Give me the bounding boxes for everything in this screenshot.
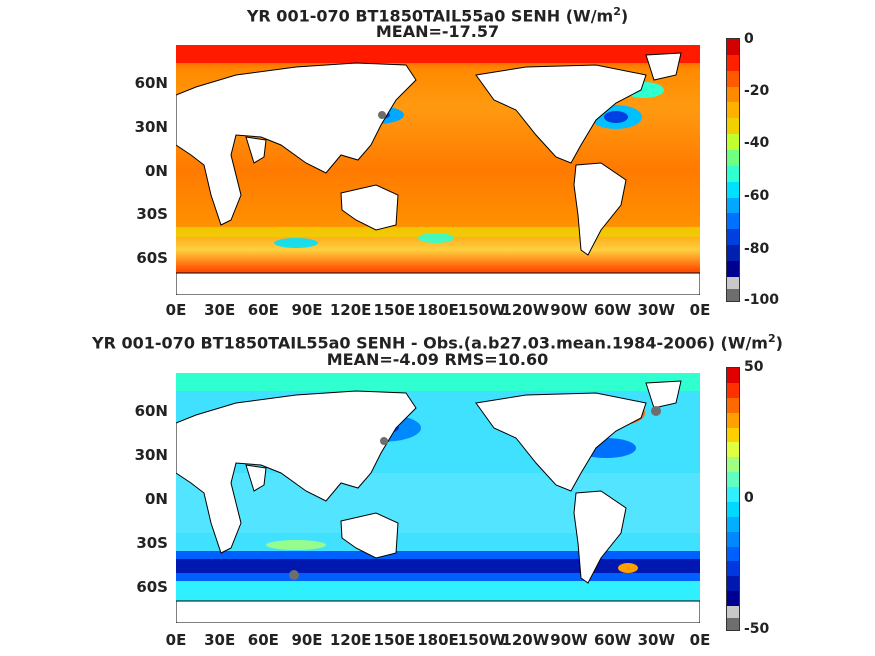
colorbar-missing-swatch bbox=[727, 288, 739, 301]
colorbar-swatch bbox=[727, 427, 739, 443]
panel2-subtitle: MEAN=-4.09 RMS=10.60 bbox=[326, 350, 549, 369]
panel1-subtitle: MEAN=-17.57 bbox=[375, 22, 500, 41]
colorbar-swatch bbox=[727, 561, 739, 577]
panel2-colorbar-tick: 50 bbox=[744, 359, 764, 375]
panel1-arctic bbox=[176, 45, 700, 63]
panel1-colorbar-tick: -100 bbox=[744, 292, 780, 308]
colorbar-swatch bbox=[727, 397, 739, 413]
panel1-land bbox=[176, 52, 700, 295]
colorbar-swatch bbox=[727, 487, 739, 502]
panel2-land bbox=[176, 380, 700, 623]
panel1-missing-spot bbox=[378, 111, 386, 119]
colorbar-swatch bbox=[727, 576, 739, 592]
colorbar-swatch bbox=[727, 134, 739, 151]
lon-label: 180E bbox=[417, 631, 459, 649]
lon-label: 60W bbox=[593, 301, 632, 319]
colorbar-swatch bbox=[727, 245, 739, 262]
panel1-map bbox=[176, 45, 700, 295]
colorbar-swatch bbox=[727, 54, 739, 71]
lon-label: 0E bbox=[689, 301, 711, 319]
colorbar-swatch bbox=[727, 150, 739, 166]
panel1-colorbar-tick: -40 bbox=[744, 135, 770, 151]
colorbar-missing-swatch bbox=[727, 276, 739, 289]
colorbar-swatch bbox=[727, 546, 739, 562]
colorbar-swatch bbox=[727, 412, 739, 428]
lon-label: 90W bbox=[550, 301, 588, 319]
panel2-colorbar-tick: -50 bbox=[744, 621, 770, 637]
panel2-missing-spot bbox=[380, 437, 388, 445]
lon-label: 30E bbox=[204, 631, 236, 649]
colorbar-swatch bbox=[727, 531, 739, 547]
colorbar-swatch bbox=[727, 165, 739, 182]
colorbar-swatch bbox=[727, 501, 739, 517]
lon-label: 0E bbox=[165, 301, 187, 319]
panel1-lat-label: 30S bbox=[136, 205, 168, 223]
colorbar-swatch bbox=[727, 229, 739, 246]
lon-label: 120W bbox=[501, 301, 550, 319]
panel1-lat-label: 0N bbox=[145, 162, 168, 180]
lon-label: 0E bbox=[689, 631, 711, 649]
colorbar-missing-swatch bbox=[727, 618, 739, 630]
panel2-title: YR 001-070 BT1850TAIL55a0 SENH - Obs.(a.… bbox=[92, 332, 783, 353]
panel2-missing-spot bbox=[289, 570, 299, 580]
panel2-colorbar-tick: 0 bbox=[744, 490, 754, 506]
colorbar-swatch bbox=[727, 591, 739, 606]
lon-label: 120E bbox=[329, 301, 372, 319]
colorbar-swatch bbox=[727, 102, 739, 119]
colorbar-swatch bbox=[727, 118, 739, 135]
lon-label: 60E bbox=[247, 301, 279, 319]
lon-label: 120E bbox=[329, 631, 372, 649]
lon-label: 180E bbox=[417, 301, 459, 319]
colorbar-swatch bbox=[727, 86, 739, 103]
panel1-colorbar bbox=[726, 38, 740, 302]
panel1-colorbar-tick: -20 bbox=[744, 83, 770, 99]
lon-label: 90W bbox=[550, 631, 588, 649]
colorbar-swatch bbox=[727, 213, 739, 230]
lon-label: 30E bbox=[204, 301, 236, 319]
colorbar-swatch bbox=[727, 368, 739, 383]
colorbar-swatch bbox=[727, 197, 739, 214]
lon-label: 90E bbox=[291, 631, 323, 649]
lon-label: 60W bbox=[593, 631, 632, 649]
lon-label: 150E bbox=[373, 301, 416, 319]
panel1-lat-label: 30N bbox=[134, 118, 168, 136]
panel2-colorbar bbox=[726, 367, 740, 631]
colorbar-swatch bbox=[727, 457, 739, 473]
panel1-lat-label: 60S bbox=[136, 249, 168, 267]
lon-label: 120W bbox=[501, 631, 550, 649]
panel1-colorbar-tick: -60 bbox=[744, 188, 770, 204]
panel2-lat-label: 0N bbox=[145, 490, 168, 508]
colorbar-swatch bbox=[727, 382, 739, 398]
lon-label: 90E bbox=[291, 301, 323, 319]
panel1-colorbar-tick: -80 bbox=[744, 241, 770, 257]
colorbar-swatch bbox=[727, 261, 739, 277]
lon-label: 60E bbox=[247, 631, 279, 649]
panel1-title: YR 001-070 BT1850TAIL55a0 SENH (W/m2) bbox=[246, 5, 629, 26]
panel2-map bbox=[176, 373, 700, 623]
panel1-lat-label: 60N bbox=[134, 74, 168, 92]
panel1-colorbar-tick: 0 bbox=[744, 31, 754, 47]
panel2-lat-label: 30S bbox=[136, 534, 168, 552]
lon-label: 150E bbox=[373, 631, 416, 649]
lon-label: 30W bbox=[637, 301, 676, 319]
colorbar-swatch bbox=[727, 70, 739, 87]
panel2-lat-label: 30N bbox=[134, 446, 168, 464]
panel2-lat-label: 60S bbox=[136, 578, 168, 596]
colorbar-swatch bbox=[727, 472, 739, 487]
colorbar-swatch bbox=[727, 516, 739, 532]
panel2-missing-spot bbox=[651, 406, 661, 416]
lon-label: 150W bbox=[457, 631, 506, 649]
lon-label: 150W bbox=[457, 301, 506, 319]
colorbar-missing-swatch bbox=[727, 606, 739, 618]
lon-label: 0E bbox=[165, 631, 187, 649]
colorbar-swatch bbox=[727, 181, 739, 198]
panel2-lat-label: 60N bbox=[134, 402, 168, 420]
lon-label: 30W bbox=[637, 631, 676, 649]
colorbar-swatch bbox=[727, 39, 739, 55]
colorbar-swatch bbox=[727, 442, 739, 458]
